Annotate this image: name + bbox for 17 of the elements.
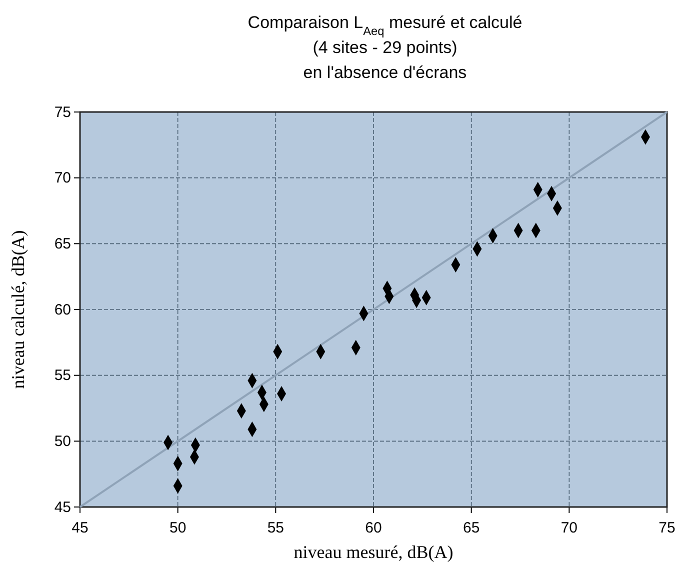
x-axis-title: niveau mesuré, dB(A) — [294, 542, 454, 562]
y-tick-label: 55 — [54, 367, 71, 384]
x-tick-label: 45 — [72, 520, 88, 536]
y-tick-label: 60 — [54, 301, 71, 318]
y-tick-label: 50 — [54, 432, 71, 450]
y-tick-label: 70 — [54, 170, 71, 187]
x-tick-label: 55 — [267, 520, 284, 536]
x-tick-label: 50 — [169, 520, 186, 536]
x-tick-label: 65 — [462, 520, 480, 536]
x-tick-label: 70 — [560, 520, 578, 536]
y-tick-label: 45 — [54, 498, 71, 516]
chart-title: Comparaison L$_{Aeq}$ mesuré et calculé (4 sites - 29 points) en l'absence d'écrans — [248, 13, 522, 82]
x-tick-label: 60 — [365, 520, 382, 536]
y-tick-label: 75 — [54, 104, 71, 121]
x-tick-label: 75 — [658, 520, 676, 536]
y-tick-label: 65 — [54, 235, 71, 252]
y-axis-title: niveau calculé, dB(A) — [8, 230, 28, 389]
